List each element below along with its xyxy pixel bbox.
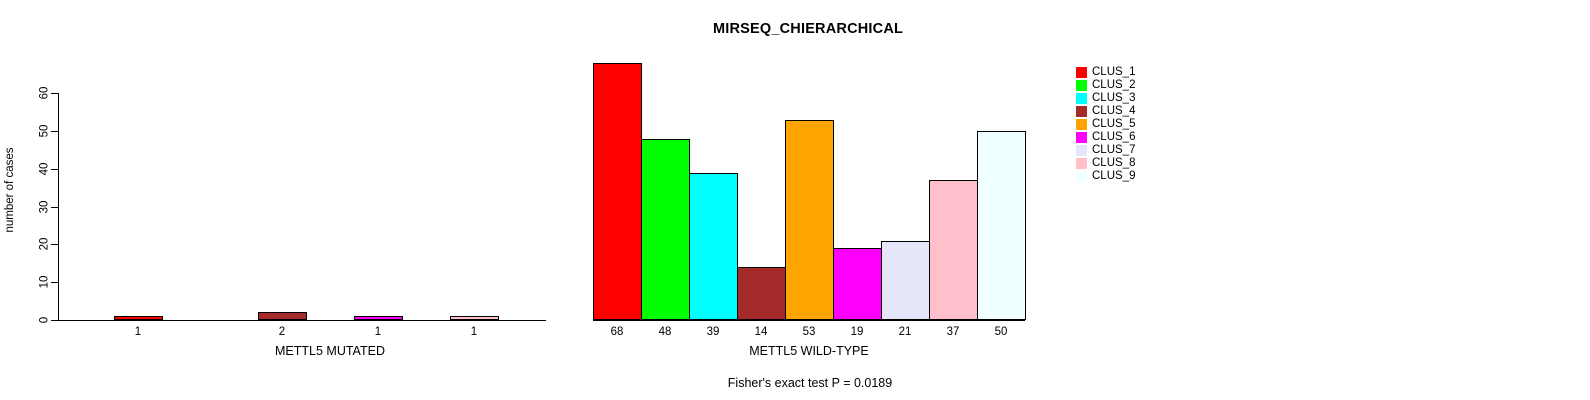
bar-value-label: 19 <box>850 326 864 338</box>
y-tick-label: 40 <box>38 162 51 176</box>
y-axis-title: number of cases <box>4 147 16 233</box>
bar-value-label: 68 <box>610 326 624 338</box>
bar-CLUS_3 <box>689 173 738 320</box>
bar-value-label: 37 <box>946 326 960 338</box>
legend-label: CLUS_8 <box>1092 157 1136 169</box>
legend-swatch-CLUS_5 <box>1076 119 1087 130</box>
fisher-test-note: Fisher's exact test P = 0.0189 <box>727 376 893 390</box>
legend-row: CLUS_9 <box>1076 170 1135 183</box>
x-axis-title-wildtype: METTL5 WILD-TYPE <box>749 344 869 358</box>
legend-row: CLUS_1 <box>1076 66 1135 79</box>
bar-value-label: 39 <box>706 326 720 338</box>
bar-value-label: 1 <box>374 326 382 338</box>
x-baseline <box>593 320 1025 321</box>
y-tick-mark <box>51 320 58 321</box>
legend-row: CLUS_2 <box>1076 79 1135 92</box>
x-baseline <box>58 320 546 321</box>
legend-swatch-CLUS_9 <box>1076 171 1087 182</box>
bar-CLUS_4 <box>258 312 307 320</box>
legend-swatch-CLUS_2 <box>1076 80 1087 91</box>
legend-swatch-CLUS_7 <box>1076 145 1087 156</box>
bar-value-label: 21 <box>898 326 912 338</box>
bar-value-label: 50 <box>994 326 1008 338</box>
bar-value-label: 2 <box>278 326 286 338</box>
legend-row: CLUS_8 <box>1076 157 1135 170</box>
legend-label: CLUS_7 <box>1092 144 1136 156</box>
bar-CLUS_1 <box>114 316 163 320</box>
bar-CLUS_5 <box>785 120 834 320</box>
y-tick-label: 0 <box>38 316 51 324</box>
legend-swatch-CLUS_6 <box>1076 132 1087 143</box>
legend-label: CLUS_9 <box>1092 170 1136 182</box>
bar-value-label: 53 <box>802 326 816 338</box>
legend-row: CLUS_7 <box>1076 144 1135 157</box>
legend-label: CLUS_3 <box>1092 92 1136 104</box>
legend-label: CLUS_5 <box>1092 118 1136 130</box>
legend-row: CLUS_4 <box>1076 105 1135 118</box>
bar-CLUS_6 <box>354 316 403 320</box>
y-tick-mark <box>51 207 58 208</box>
legend-label: CLUS_4 <box>1092 105 1136 117</box>
bar-CLUS_2 <box>641 139 690 320</box>
legend-swatch-CLUS_3 <box>1076 93 1087 104</box>
y-tick-mark <box>51 131 58 132</box>
bar-CLUS_7 <box>881 241 930 320</box>
y-tick-mark <box>51 244 58 245</box>
x-axis-title-mutated: METTL5 MUTATED <box>275 344 385 358</box>
bar-CLUS_8 <box>929 180 978 320</box>
bar-value-label: 14 <box>754 326 768 338</box>
legend-swatch-CLUS_1 <box>1076 67 1087 78</box>
bar-value-label: 1 <box>134 326 142 338</box>
y-tick-label: 30 <box>38 200 51 214</box>
bar-value-label: 1 <box>470 326 478 338</box>
legend-row: CLUS_6 <box>1076 131 1135 144</box>
legend-row: CLUS_5 <box>1076 118 1135 131</box>
y-tick-label: 10 <box>38 275 51 289</box>
legend-row: CLUS_3 <box>1076 92 1135 105</box>
bar-CLUS_1 <box>593 63 642 320</box>
legend-swatch-CLUS_4 <box>1076 106 1087 117</box>
y-tick-mark <box>51 282 58 283</box>
legend-label: CLUS_2 <box>1092 79 1136 91</box>
y-tick-label: 60 <box>38 86 51 100</box>
y-axis-line <box>58 93 59 321</box>
legend-swatch-CLUS_8 <box>1076 158 1087 169</box>
bar-CLUS_6 <box>833 248 882 320</box>
bar-CLUS_9 <box>977 131 1026 320</box>
bar-value-label: 48 <box>658 326 672 338</box>
bar-CLUS_4 <box>737 267 786 320</box>
y-tick-mark <box>51 93 58 94</box>
legend-label: CLUS_1 <box>1092 66 1136 78</box>
chart-title: MIRSEQ_CHIERARCHICAL <box>712 21 904 37</box>
y-tick-mark <box>51 169 58 170</box>
bar-CLUS_8 <box>450 316 499 320</box>
y-tick-label: 20 <box>38 237 51 251</box>
y-tick-label: 50 <box>38 124 51 138</box>
legend-label: CLUS_6 <box>1092 131 1136 143</box>
